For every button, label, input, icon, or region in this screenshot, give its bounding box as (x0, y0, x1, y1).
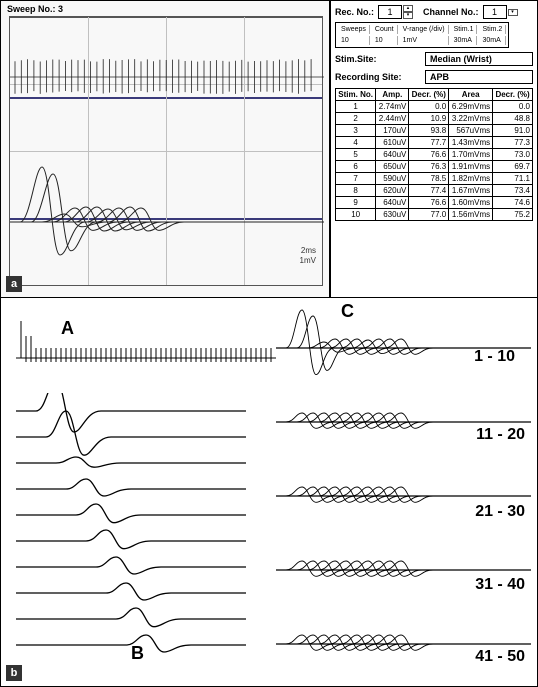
mini-value: 30mA (479, 36, 506, 45)
channel-no-stepper[interactable]: ▾ (508, 9, 518, 16)
table-header: Decr. (%) (493, 89, 533, 101)
rec-no-field[interactable]: 1 (378, 5, 402, 19)
mini-header: Sweeps (338, 25, 370, 34)
scale-x-label: 2ms (301, 246, 316, 255)
table-row: 6650uV76.31.91mVms69.7 (336, 161, 533, 173)
table-row: 5640uV76.61.70mVms73.0 (336, 149, 533, 161)
mini-value: 1mV (400, 36, 449, 45)
mini-value: 30mA (451, 36, 478, 45)
range-label-2: 21 - 30 (475, 503, 525, 521)
mini-value: 10 (338, 36, 370, 45)
rec-no-stepper[interactable]: ▴▾ (403, 5, 413, 19)
section-b-stack (16, 393, 246, 673)
channel-no-label: Channel No.: (423, 7, 479, 17)
table-row: 9640uV76.61.60mVms74.6 (336, 197, 533, 209)
table-header: Area (449, 89, 493, 101)
range-label-0: 1 - 10 (474, 348, 515, 366)
table-row: 12.74mV0.06.29mVms0.0 (336, 101, 533, 113)
mini-header: Stim.1 (451, 25, 478, 34)
table-row: 10630uV77.01.56mVms75.2 (336, 209, 533, 221)
table-header: Decr. (%) (409, 89, 449, 101)
table-header: Stim. No. (336, 89, 376, 101)
acquisition-params-table: SweepsCountV-range (/div)Stim.1Stim.2 10… (335, 22, 509, 48)
panel-label-a: a (6, 276, 22, 292)
range-label-3: 31 - 40 (475, 576, 525, 594)
scale-y-label: 1mV (300, 256, 316, 265)
table-row: 7590uV78.51.82mVms71.1 (336, 173, 533, 185)
section-a-train (16, 316, 276, 376)
sweep-number-label: Sweep No.: 3 (7, 4, 63, 14)
panel-a-waveform-area: Sweep No.: 3 (1, 1, 331, 297)
recording-site-field[interactable]: APB (425, 70, 533, 84)
table-header: Amp. (376, 89, 409, 101)
waveform-grid: 2ms 1mV (9, 16, 323, 286)
mini-value: 10 (372, 36, 398, 45)
stimulus-train (10, 17, 324, 102)
stim-site-field[interactable]: Median (Wrist) (425, 52, 533, 66)
table-row: 8620uV77.41.67mVms73.4 (336, 185, 533, 197)
table-row: 3170uV93.8567uVms91.0 (336, 125, 533, 137)
range-label-4: 41 - 50 (475, 648, 525, 666)
decrement-data-table: Stim. No.Amp.Decr. (%)AreaDecr. (%) 12.7… (335, 88, 533, 221)
panel-b: A B C 1 - 10 11 - 20 21 - 30 31 - 40 41 … (0, 298, 538, 687)
mini-header: V-range (/div) (400, 25, 449, 34)
channel-no-field[interactable]: 1 (483, 5, 507, 19)
cmap-waveforms (10, 147, 324, 287)
stim-site-label: Stim.Site: (335, 54, 425, 64)
recording-site-label: Recording Site: (335, 72, 425, 82)
panel-a-controls: Rec. No.: 1 ▴▾ Channel No.: 1 ▾ SweepsCo… (331, 1, 537, 297)
mini-header: Stim.2 (479, 25, 506, 34)
rec-no-label: Rec. No.: (335, 7, 374, 17)
mini-header: Count (372, 25, 398, 34)
table-row: 4610uV77.71.43mVms77.3 (336, 137, 533, 149)
panel-label-b: b (6, 665, 22, 681)
range-label-1: 11 - 20 (476, 426, 525, 444)
panel-a: Sweep No.: 3 (0, 0, 538, 298)
table-row: 22.44mV10.93.22mVms48.8 (336, 113, 533, 125)
